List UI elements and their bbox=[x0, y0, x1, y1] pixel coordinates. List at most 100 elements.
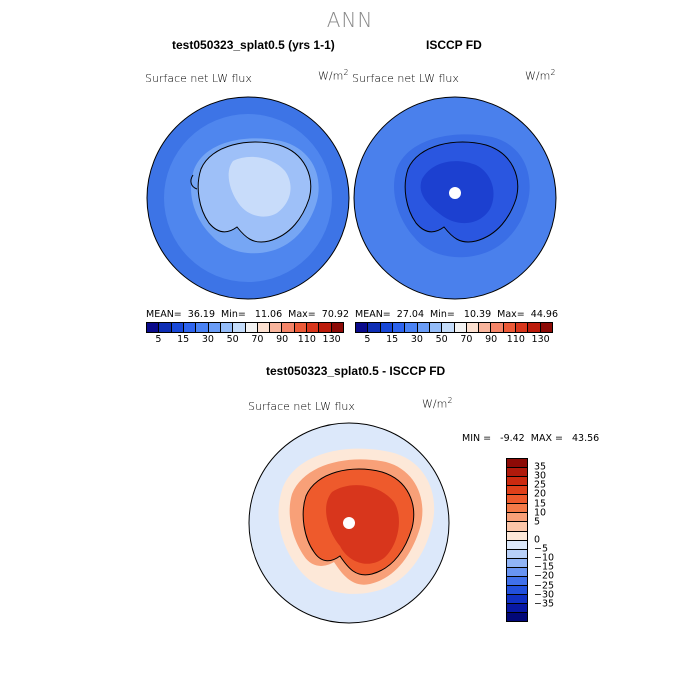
colorbar-swatch bbox=[319, 323, 332, 332]
colorbar-swatch bbox=[307, 323, 320, 332]
colorbar-swatch bbox=[507, 513, 527, 523]
colorbar-tick-label: 130 bbox=[531, 334, 550, 345]
panel-1-unit: W/m2 bbox=[318, 68, 349, 83]
panel-3-stats: MIN = -9.42 MAX = 43.56 bbox=[462, 433, 600, 444]
colorbar-swatch bbox=[507, 576, 527, 586]
colorbar-swatch bbox=[491, 323, 504, 332]
colorbar-swatch bbox=[507, 585, 527, 595]
colorbar-swatch bbox=[503, 323, 517, 332]
colorbar-swatch bbox=[507, 477, 527, 487]
main-title: ANN bbox=[326, 8, 374, 32]
colorbar-swatch bbox=[540, 323, 552, 332]
colorbar-tick-label: 50 bbox=[226, 334, 239, 345]
colorbar-tick-label: 5 bbox=[364, 334, 371, 345]
colorbar-swatch bbox=[507, 604, 527, 614]
colorbar-tick-label: −30 bbox=[534, 589, 555, 601]
colorbar-swatch bbox=[380, 323, 393, 332]
colorbar-tick-label: 30 bbox=[410, 334, 423, 345]
colorbar-swatch bbox=[257, 323, 271, 332]
colorbar-swatch bbox=[442, 323, 455, 332]
colorbar-swatch bbox=[196, 323, 209, 332]
colorbar-swatch bbox=[392, 323, 406, 332]
panel-2-unit: W/m2 bbox=[525, 68, 556, 83]
colorbar-swatch bbox=[507, 594, 527, 604]
colorbar-tick-label: 130 bbox=[322, 334, 341, 345]
colorbar-tick-label: −20 bbox=[534, 570, 555, 582]
colorbar-swatch bbox=[220, 323, 234, 332]
colorbar-tick-label: 5 bbox=[155, 334, 162, 345]
colorbar-tick-label: 30 bbox=[201, 334, 214, 345]
colorbar-tick-label: 20 bbox=[534, 488, 547, 500]
colorbar-swatch bbox=[507, 459, 527, 469]
colorbar-tick-label: 5 bbox=[534, 516, 541, 528]
colorbar-swatch bbox=[183, 323, 197, 332]
colorbar-tick-label: 25 bbox=[534, 479, 547, 491]
panel-1-polar-map bbox=[146, 96, 350, 300]
colorbar-swatch bbox=[507, 504, 527, 514]
colorbar-tick-label: 0 bbox=[534, 534, 541, 546]
colorbar-swatch bbox=[368, 323, 381, 332]
colorbar-tick-label: 30 bbox=[534, 470, 547, 482]
colorbar-swatch bbox=[507, 522, 527, 532]
colorbar-tick-label: −10 bbox=[534, 552, 555, 564]
colorbar-swatch bbox=[528, 323, 541, 332]
colorbar-difference bbox=[506, 458, 528, 622]
colorbar-tick-label: 110 bbox=[506, 334, 525, 345]
colorbar-swatch bbox=[466, 323, 480, 332]
panel-3-title: test050323_splat0.5 - ISCCP FD bbox=[266, 364, 446, 378]
colorbar-swatch bbox=[507, 567, 527, 577]
panel-1-variable-label: Surface net LW flux bbox=[145, 72, 252, 85]
colorbar-swatch bbox=[507, 549, 527, 559]
colorbar-tick-label: −15 bbox=[534, 561, 555, 573]
colorbar-tick-label: 50 bbox=[435, 334, 448, 345]
colorbar-swatch bbox=[405, 323, 418, 332]
colorbar-swatch bbox=[507, 558, 527, 568]
colorbar-swatch bbox=[356, 323, 369, 332]
colorbar-swatch bbox=[294, 323, 308, 332]
colorbar-tick-label: 15 bbox=[177, 334, 190, 345]
colorbar-swatch bbox=[479, 323, 492, 332]
colorbar-tick-label: 90 bbox=[276, 334, 289, 345]
colorbar-tick-label: 10 bbox=[534, 507, 547, 519]
colorbar-tick-label: −5 bbox=[534, 543, 549, 555]
colorbar-swatch bbox=[417, 323, 430, 332]
panel-1-title: test050323_splat0.5 (yrs 1-1) bbox=[172, 38, 335, 52]
panel-3-polar-map bbox=[248, 422, 450, 624]
panel-2-polar-map bbox=[353, 96, 557, 300]
colorbar-tick-label: 70 bbox=[251, 334, 264, 345]
colorbar-tick-label: 110 bbox=[297, 334, 316, 345]
colorbar-swatch bbox=[233, 323, 246, 332]
colorbar-swatch bbox=[270, 323, 283, 332]
colorbar-tick-label: 90 bbox=[485, 334, 498, 345]
colorbar-difference-labels: 35 30 25 20 15 10 5 0 −5 −10 −15 −20 −25 −30 −35 bbox=[534, 458, 574, 622]
colorbar-tick-label: −25 bbox=[534, 580, 555, 592]
colorbar-tick-label: 15 bbox=[534, 498, 547, 510]
colorbar-tick-label: −35 bbox=[534, 598, 555, 610]
colorbar-swatch bbox=[331, 323, 343, 332]
panel-2-title: ISCCP FD bbox=[426, 38, 482, 52]
colorbar-swatch bbox=[208, 323, 221, 332]
colorbar-swatch bbox=[171, 323, 184, 332]
panel-3-variable-label: Surface net LW flux bbox=[248, 400, 355, 413]
colorbar-panel-2: 5 15 30 50 70 90 110 130 bbox=[355, 322, 553, 345]
colorbar-swatch bbox=[507, 486, 527, 496]
colorbar-tick-label: 35 bbox=[534, 461, 547, 473]
colorbar-swatch bbox=[507, 495, 527, 505]
panel-3-unit: W/m2 bbox=[422, 396, 453, 411]
colorbar-swatch bbox=[454, 323, 467, 332]
colorbar-swatch bbox=[507, 468, 527, 478]
colorbar-swatch bbox=[507, 531, 527, 541]
colorbar-swatch bbox=[516, 323, 529, 332]
colorbar-swatch bbox=[507, 613, 527, 622]
panel-2-stats: MEAN= 27.04 Min= 10.39 Max= 44.96 bbox=[355, 309, 558, 320]
colorbar-swatch bbox=[147, 323, 160, 332]
panel-2-variable-label: Surface net LW flux bbox=[352, 72, 459, 85]
colorbar-panel-1: 5 15 30 50 70 90 110 130 bbox=[146, 322, 344, 345]
colorbar-tick-label: 70 bbox=[460, 334, 473, 345]
colorbar-swatch bbox=[429, 323, 443, 332]
colorbar-swatch bbox=[507, 540, 527, 550]
panel-1-stats: MEAN= 36.19 Min= 11.06 Max= 70.92 bbox=[146, 309, 349, 320]
colorbar-swatch bbox=[159, 323, 172, 332]
colorbar-swatch bbox=[282, 323, 295, 332]
colorbar-tick-label: 15 bbox=[386, 334, 399, 345]
